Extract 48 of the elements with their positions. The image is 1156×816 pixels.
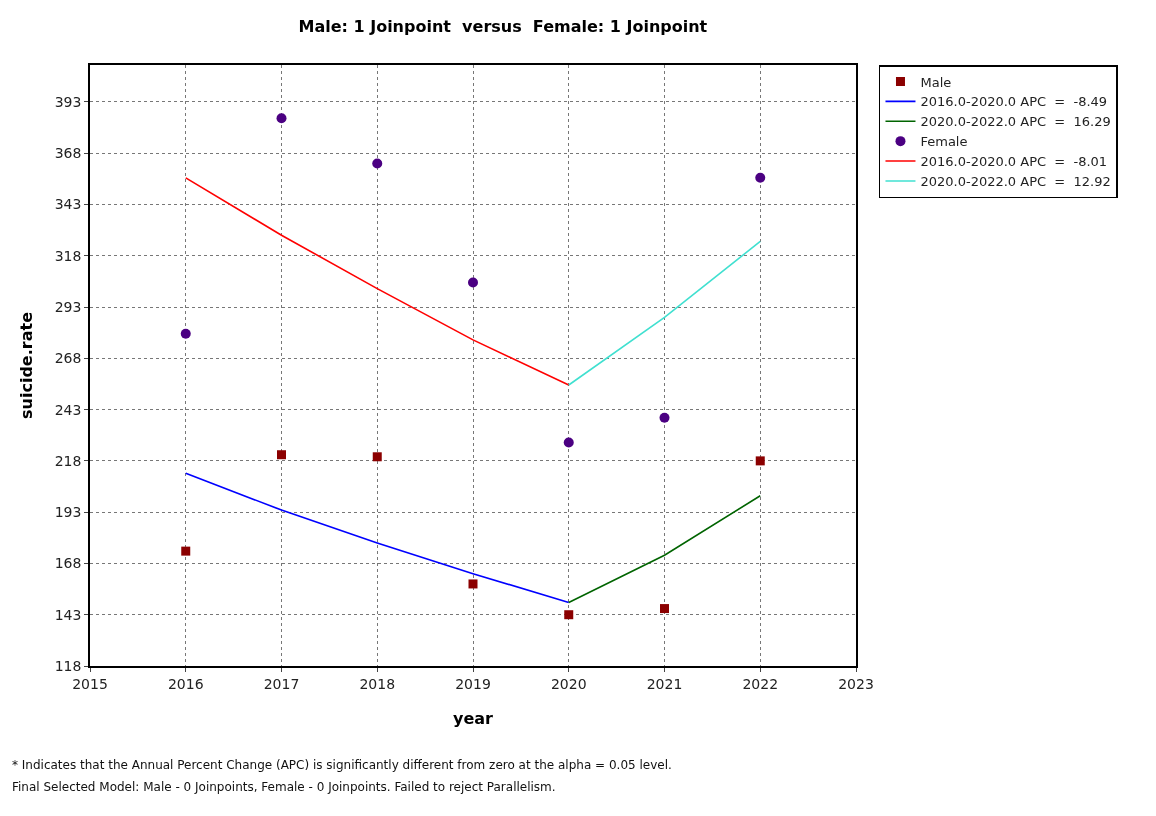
x-tick-label: 2022 <box>742 675 779 692</box>
text: * Indicates that the Annual Percent Change (APC) is significantly different from zero at the alpha = 0.05 level. <box>12 758 672 772</box>
point <box>372 158 383 169</box>
y-axis-title: suicide.rate <box>17 311 37 419</box>
legend-label: Male <box>920 74 952 90</box>
y-tick-label: 293 <box>54 298 82 315</box>
y-tick-label: 393 <box>54 93 82 110</box>
y-tick-label: 343 <box>54 196 82 213</box>
point <box>276 113 287 124</box>
point <box>755 172 766 183</box>
legend-label: 2016.0-2020.0 APC = -8.49 <box>920 94 1108 110</box>
x-tick-label: 2016 <box>167 675 204 692</box>
chart-title: Male: 1 Joinpoint versus Female: 1 Joinpoint <box>298 16 708 36</box>
y-tick-label: 268 <box>54 350 82 367</box>
point <box>660 604 669 614</box>
point <box>277 450 286 460</box>
point <box>564 610 574 620</box>
legend-label: 2020.0-2022.0 APC = 16.29 <box>920 114 1111 130</box>
y-tick-label: 143 <box>54 606 82 623</box>
point <box>468 277 478 288</box>
y-tick-label: 318 <box>54 247 82 264</box>
legend-label: Female <box>920 134 968 150</box>
y-tick-label: 168 <box>54 555 82 572</box>
text: Final Selected Model: Male - 0 Joinpoints, Female - 0 Joinpoints. Failed to reject Parallelism. <box>12 780 556 794</box>
x-tick-label: 2019 <box>455 675 491 692</box>
x-axis-title: year <box>453 708 494 728</box>
y-tick-label: 368 <box>54 145 82 162</box>
point <box>372 452 382 462</box>
x-tick-label: 2023 <box>838 675 874 692</box>
x-tick-label: 2021 <box>646 675 683 692</box>
point <box>180 328 191 339</box>
legend-label: 2020.0-2022.0 APC = 12.92 <box>920 174 1111 190</box>
point <box>563 437 574 448</box>
line-series <box>184 472 570 604</box>
line-series <box>184 177 570 386</box>
y-tick-label: 193 <box>54 504 82 521</box>
point <box>659 412 670 423</box>
x-tick-label: 2018 <box>359 675 396 692</box>
legend-label: 2016.0-2020.0 APC = -8.01 <box>920 154 1108 170</box>
y-tick-label: 118 <box>54 657 82 674</box>
point <box>468 579 478 589</box>
point <box>755 456 765 466</box>
point <box>181 546 191 556</box>
x-tick-label: 2017 <box>263 675 300 692</box>
x-tick-label: 2015 <box>72 675 108 692</box>
y-tick-label: 218 <box>54 452 82 469</box>
y-tick-label: 243 <box>54 401 82 418</box>
x-tick-label: 2020 <box>550 675 587 692</box>
